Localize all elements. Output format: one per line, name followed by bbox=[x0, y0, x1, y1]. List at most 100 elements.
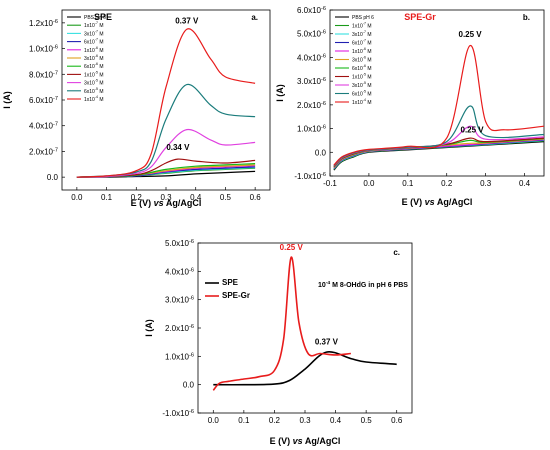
y-tick-label-part: -7 bbox=[53, 96, 58, 102]
legend-label-part: M bbox=[98, 89, 104, 95]
y-tick-label-part: 2.0x10 bbox=[297, 101, 322, 110]
y-tick-label-part: 4.0x10 bbox=[297, 53, 322, 62]
legend-label-part: -4 bbox=[95, 95, 98, 99]
x-axis-label-part: vs bbox=[425, 197, 435, 207]
y-tick-label-part: -6 bbox=[321, 101, 326, 107]
legend-label-part: -6 bbox=[363, 64, 366, 68]
legend-label: PBS pH 6 bbox=[352, 15, 374, 21]
condition-note-part: -4 bbox=[326, 280, 331, 286]
legend-label-part: -7 bbox=[95, 38, 98, 42]
legend-label: 1x10-4 M bbox=[352, 98, 372, 106]
y-tick-label-part: 2.0x10 bbox=[165, 324, 190, 333]
y-tick-label: 2.0x10-6 bbox=[297, 101, 326, 110]
y-tick-label: 3.0x10-6 bbox=[297, 77, 326, 86]
x-tick-label: 0.5 bbox=[361, 416, 373, 425]
y-tick-label: 1.0x10-6 bbox=[165, 352, 194, 361]
x-tick-label: 0.3 bbox=[299, 416, 311, 425]
legend-label-part: 3x10 bbox=[84, 31, 95, 37]
y-tick-label-part: -6 bbox=[321, 30, 326, 36]
y-tick-label: 6.0x10-6 bbox=[297, 6, 326, 15]
legend-label-part: M bbox=[98, 97, 104, 103]
y-tick-label: 3.0x10-6 bbox=[165, 296, 194, 305]
y-tick-label-part: -6 bbox=[321, 77, 326, 83]
x-tick-label: 0.2 bbox=[269, 416, 281, 425]
legend-label-part: -6 bbox=[95, 46, 98, 50]
legend-label-part: -7 bbox=[95, 21, 98, 25]
legend-label-part: M bbox=[366, 32, 372, 38]
legend-label: 6x10-6 M bbox=[84, 62, 104, 70]
legend-label: 3x10-7 M bbox=[352, 30, 372, 38]
series-line-1 bbox=[212, 256, 351, 391]
legend-label-part: -7 bbox=[363, 30, 366, 34]
y-tick-label-part: -7 bbox=[53, 70, 58, 76]
legend-label-part: M bbox=[98, 40, 104, 46]
x-tick-label: 0.6 bbox=[250, 193, 262, 202]
series-line-10 bbox=[333, 44, 544, 166]
series-line-0 bbox=[213, 350, 397, 386]
y-tick-label-part: -6 bbox=[189, 324, 194, 330]
y-tick-label-part: 3.0x10 bbox=[165, 296, 190, 305]
y-tick-label-part: 4.0x10 bbox=[165, 267, 190, 276]
y-tick-label-part: 0.0 bbox=[47, 173, 59, 182]
y-tick-label-part: -6 bbox=[189, 352, 194, 358]
y-tick-label-part: -6 bbox=[189, 296, 194, 302]
x-tick-label: 0.4 bbox=[519, 179, 531, 188]
y-tick-label: 4.0x10-6 bbox=[165, 267, 194, 276]
legend-label-part: 1x10 bbox=[84, 97, 95, 103]
y-tick-label: 0.0 bbox=[183, 381, 195, 390]
x-axis-label-part: E (V) bbox=[131, 198, 154, 208]
legend-label: 6x10-5 M bbox=[352, 90, 372, 98]
x-axis-label-part: E (V) bbox=[402, 197, 425, 207]
legend-label-part: M bbox=[366, 75, 372, 81]
legend-label-part: M bbox=[366, 49, 372, 55]
y-tick-label: 4.0x10-6 bbox=[297, 53, 326, 62]
legend-label-part: M bbox=[98, 48, 104, 54]
y-tick-label-part: 4.0x10 bbox=[29, 122, 54, 131]
legend-label-part: M bbox=[366, 100, 372, 106]
legend-label: 1x10-5 M bbox=[352, 73, 372, 81]
plot-frame bbox=[329, 9, 545, 177]
y-tick-label: 4.0x10-7 bbox=[29, 122, 58, 131]
legend-label-part: 1x10 bbox=[352, 75, 363, 81]
y-tick-label: -1.0x10-6 bbox=[162, 409, 194, 418]
peak-annotation: 0.37 V bbox=[315, 338, 339, 347]
y-tick-label: 6.0x10-7 bbox=[29, 96, 58, 105]
legend-label-part: -5 bbox=[95, 70, 98, 74]
chart-title: SPE-Gr bbox=[404, 12, 436, 22]
x-tick-label: 0.2 bbox=[441, 179, 453, 188]
legend-label-part: -6 bbox=[95, 54, 98, 58]
x-tick-label: 0.1 bbox=[238, 416, 250, 425]
y-tick-label-part: -6 bbox=[53, 45, 58, 51]
legend-label-part: -6 bbox=[363, 47, 366, 51]
x-tick-label: 0.6 bbox=[391, 416, 403, 425]
legend-label-part: 3x10 bbox=[352, 58, 363, 64]
y-axis-label: I (A) bbox=[275, 84, 285, 102]
legend-label-part: 6x10 bbox=[352, 92, 363, 98]
y-tick-label-part: -6 bbox=[321, 53, 326, 59]
legend-label: SPE-Gr bbox=[222, 291, 250, 300]
panel-letter: c. bbox=[393, 248, 400, 257]
legend-label-part: 6x10 bbox=[352, 41, 363, 47]
condition-note-part: M 8-OHdG in pH 6 PBS bbox=[330, 282, 408, 289]
legend-label-part: PBS pH 6 bbox=[352, 15, 374, 21]
series-line-9 bbox=[333, 105, 544, 167]
panel-letter: a. bbox=[251, 13, 258, 22]
peak-annotation: 0.25 V bbox=[461, 126, 485, 135]
legend-label: 1x10-7 M bbox=[352, 22, 372, 30]
x-tick-label: 0.4 bbox=[330, 416, 342, 425]
x-tick-label: 0.1 bbox=[402, 179, 414, 188]
y-axis-label: I (A) bbox=[2, 91, 12, 109]
x-axis-label: E (V) vs Ag/AgCl bbox=[402, 197, 473, 207]
legend-label-part: M bbox=[366, 41, 372, 47]
legend-label: 6x10-5 M bbox=[84, 87, 104, 95]
y-tick-label: 1.2x10-6 bbox=[29, 19, 58, 28]
legend-label-part: 6x10 bbox=[84, 89, 95, 95]
legend-label: 6x10-7 M bbox=[352, 39, 372, 47]
y-tick-label-part: 1.2x10 bbox=[29, 19, 54, 28]
peak-annotation: 0.34 V bbox=[166, 143, 190, 152]
x-tick-label: 0.4 bbox=[190, 193, 202, 202]
legend-label-part: -4 bbox=[363, 98, 366, 102]
x-axis-label: E (V) vs Ag/AgCl bbox=[270, 436, 341, 446]
x-axis-label-part: vs bbox=[154, 198, 164, 208]
y-tick-label-part: -6 bbox=[321, 125, 326, 131]
